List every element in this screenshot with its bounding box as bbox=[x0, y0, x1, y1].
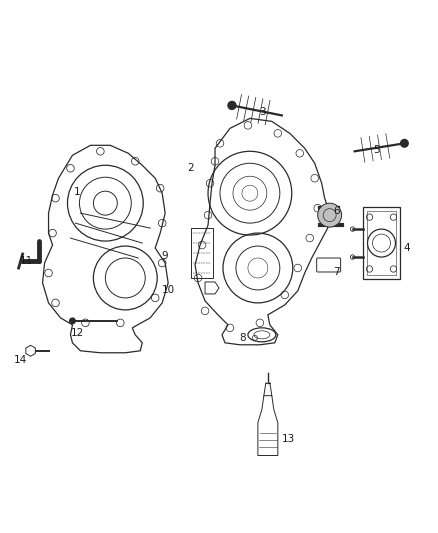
Text: 14: 14 bbox=[14, 354, 27, 365]
Text: 11: 11 bbox=[19, 256, 33, 266]
Text: 8: 8 bbox=[240, 333, 246, 343]
Text: 5: 5 bbox=[373, 144, 379, 155]
Bar bbox=[367, 211, 396, 275]
Text: 10: 10 bbox=[162, 286, 175, 295]
Text: 9: 9 bbox=[161, 251, 168, 261]
Text: 12: 12 bbox=[71, 328, 84, 338]
Text: 3: 3 bbox=[259, 107, 266, 117]
Circle shape bbox=[318, 203, 342, 227]
Text: 7: 7 bbox=[334, 267, 340, 277]
Circle shape bbox=[70, 318, 75, 324]
Circle shape bbox=[228, 101, 236, 109]
Text: 13: 13 bbox=[282, 434, 296, 445]
Text: 6: 6 bbox=[334, 206, 340, 216]
Bar bbox=[191, 228, 213, 278]
Text: 2: 2 bbox=[187, 163, 194, 173]
Bar bbox=[363, 207, 400, 279]
Text: 4: 4 bbox=[403, 243, 410, 253]
Circle shape bbox=[401, 140, 408, 147]
Text: 1: 1 bbox=[74, 187, 81, 197]
